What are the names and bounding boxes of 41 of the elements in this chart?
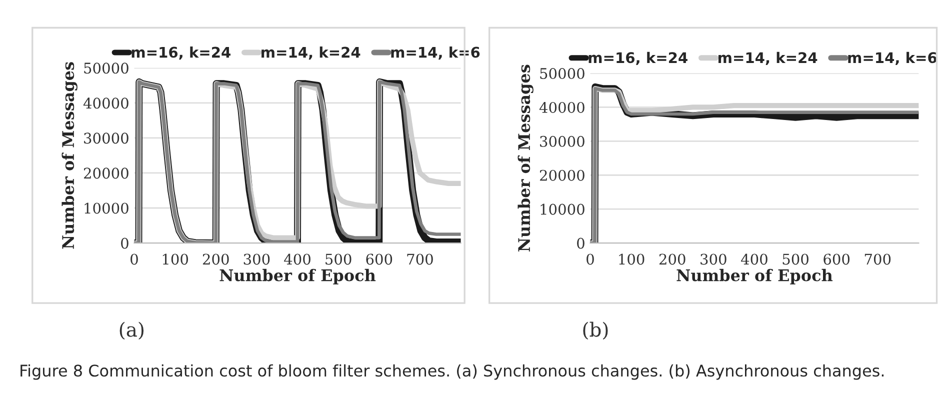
- legend-label: m=14, k=24: [262, 46, 360, 60]
- x-tick-label: 100: [162, 254, 188, 265]
- x-tick-label: 0: [586, 254, 594, 265]
- y-axis-title: Number of Messages: [518, 64, 534, 252]
- y-axis-title: Number of Messages: [62, 62, 78, 249]
- y-tick-label: 0: [577, 238, 584, 249]
- x-tick-label: 500: [782, 254, 808, 265]
- caption: Figure 8 Communication cost of bloom filter schemes. (a) Synchronous changes. (b) Asynchronous changes.: [20, 364, 884, 380]
- x-tick-label: 500: [326, 254, 352, 265]
- x-tick-label: 400: [740, 254, 768, 265]
- y-tick-label: 20000: [84, 168, 128, 179]
- legend-label: m=16, k=24: [132, 46, 230, 60]
- x-axis-title: Number of Epoch: [220, 268, 376, 284]
- text: (b): [583, 322, 608, 340]
- y-tick-label: 50000: [84, 62, 128, 74]
- x-tick-label: 600: [366, 254, 392, 265]
- legend-label: m=14, k=6: [391, 46, 480, 60]
- y-tick-label: 10000: [84, 202, 128, 214]
- x-tick-label: 300: [700, 254, 726, 265]
- x-tick-label: 100: [619, 254, 644, 265]
- x-tick-label: 600: [824, 254, 850, 265]
- x-tick-label: 0: [130, 254, 138, 265]
- x-tick-label: 700: [864, 254, 891, 265]
- legend-label: m=16, k=24: [588, 52, 688, 66]
- x-tick-label: 200: [202, 254, 229, 265]
- x-axis-title: Number of Epoch: [676, 268, 833, 284]
- y-tick-label: 40000: [539, 102, 584, 113]
- y-tick-label: 30000: [540, 136, 584, 147]
- x-tick-label: 200: [659, 254, 686, 265]
- y-tick-label: 20000: [540, 170, 584, 181]
- x-tick-label: 700: [407, 254, 433, 265]
- legend-label: m=14, k=6: [848, 52, 937, 66]
- text: (a): [120, 322, 144, 340]
- y-tick-label: 0: [121, 238, 128, 249]
- y-tick-label: 30000: [84, 132, 128, 144]
- y-tick-label: 50000: [540, 68, 584, 80]
- y-tick-label: 40000: [83, 98, 128, 109]
- legend-label: m=14, k=24: [718, 52, 818, 66]
- x-tick-label: 400: [284, 254, 310, 265]
- y-tick-label: 10000: [540, 204, 584, 215]
- x-tick-label: 300: [244, 254, 270, 265]
